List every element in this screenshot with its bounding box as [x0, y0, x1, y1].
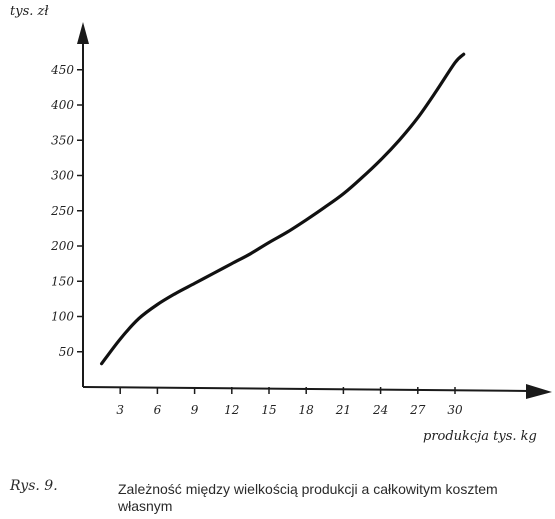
x-axis-arrow-icon — [526, 384, 552, 399]
axes — [77, 22, 552, 399]
x-axis-title: produkcja tys. kg — [423, 429, 537, 444]
y-axis-arrow-icon — [77, 22, 89, 44]
x-tick-label: 18 — [299, 403, 315, 417]
x-tick-label: 9 — [191, 403, 199, 417]
y-tick-label: 100 — [51, 310, 74, 324]
y-tick-label: 250 — [50, 204, 74, 218]
y-tick-label: 200 — [50, 239, 74, 253]
x-tick-label: 27 — [409, 403, 426, 417]
y-tick-label: 50 — [59, 345, 75, 359]
x-tick-label: 21 — [335, 403, 351, 417]
y-tick-label: 150 — [51, 274, 74, 288]
x-tick-label: 15 — [261, 403, 276, 417]
y-axis-title: tys. zł — [10, 4, 49, 19]
y-tick-label: 300 — [51, 169, 74, 183]
y-tick-label: 400 — [50, 98, 74, 112]
figure-label: Rys. 9. — [10, 478, 58, 494]
x-tick-label: 12 — [224, 403, 239, 417]
figure-caption: Zależność między wielkością produkcji a … — [118, 481, 498, 514]
y-tick-label: 450 — [50, 63, 74, 77]
y-ticks: 50 100 150 200 250 300 350 400 450 — [50, 63, 83, 359]
x-tick-label: 3 — [116, 403, 124, 417]
x-ticks: 3 6 9 12 15 18 21 24 27 30 — [116, 387, 463, 417]
y-tick-label: 350 — [51, 133, 74, 147]
x-tick-label: 6 — [154, 403, 162, 417]
x-tick-label: 24 — [372, 403, 388, 417]
x-tick-label: 30 — [447, 403, 463, 417]
total-cost-curve — [100, 52, 466, 366]
